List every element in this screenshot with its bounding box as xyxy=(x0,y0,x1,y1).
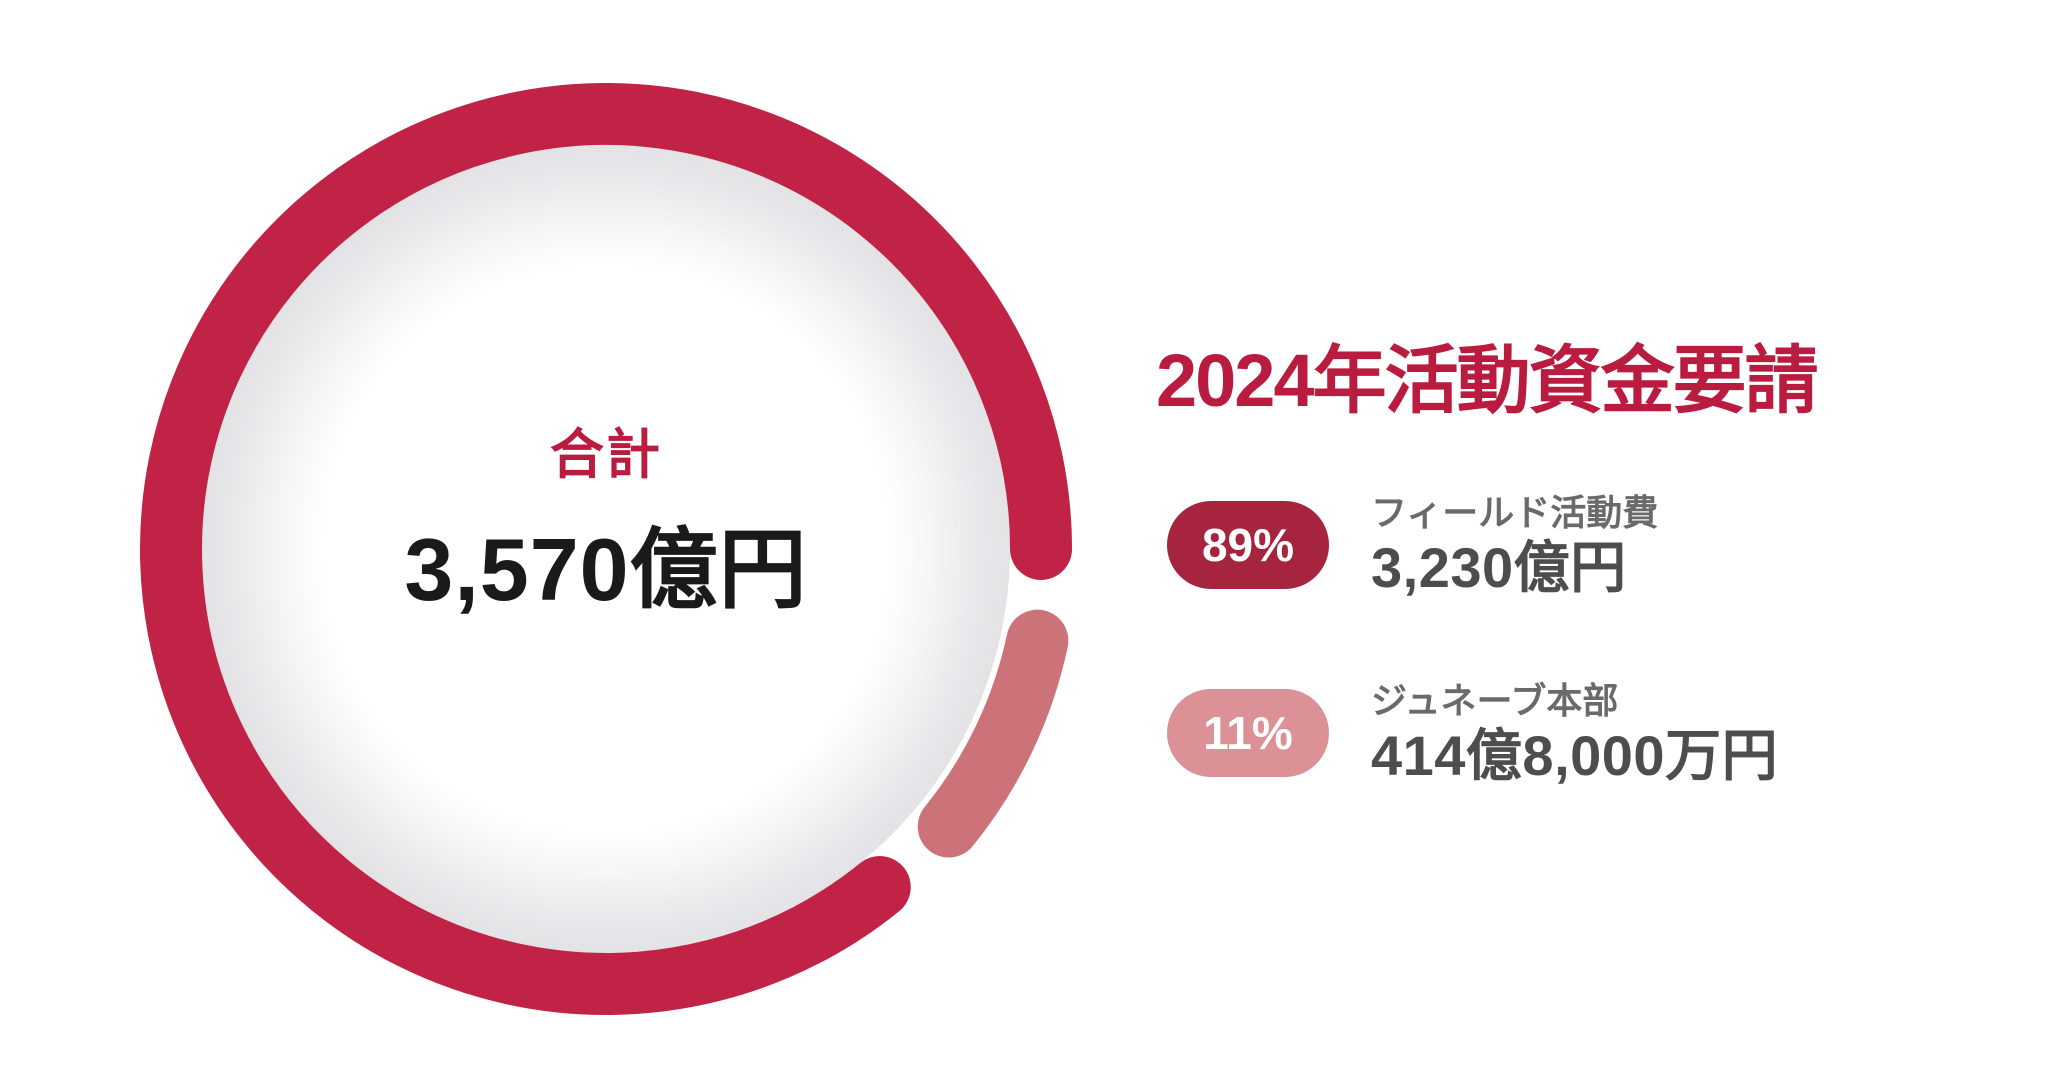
legend-text-field: フィールド活動費 3,230億円 xyxy=(1371,492,1658,598)
total-label: 合計 xyxy=(550,425,662,485)
legend-label-field: フィールド活動費 xyxy=(1371,492,1659,533)
donut-center-text: 合計 3,570億円 xyxy=(140,428,1072,614)
legend-row-geneva: 11% ジュネーブ本部 414億8,000万円 xyxy=(1167,680,1778,786)
percent-badge-geneva: 11% xyxy=(1167,689,1329,778)
donut-segment-geneva-11pct xyxy=(917,609,1069,858)
donut-track-ring xyxy=(202,145,1010,953)
donut-segment-field-89pct xyxy=(140,83,1072,1015)
donut-chart: 合計 3,570億円 xyxy=(140,83,1072,1015)
total-value: 3,570億円 xyxy=(404,520,808,619)
legend-text-geneva: ジュネーブ本部 414億8,000万円 xyxy=(1371,680,1778,786)
donut-ring-svg xyxy=(140,83,1072,1015)
legend-value-geneva: 414億8,000万円 xyxy=(1371,724,1779,788)
legend-row-field: 89% フィールド活動費 3,230億円 xyxy=(1167,492,1658,598)
legend-value-field: 3,230億円 xyxy=(1371,536,1627,600)
chart-title: 2024年活動資金要請 xyxy=(1156,339,1819,422)
percent-badge-field: 89% xyxy=(1167,501,1329,590)
legend-label-geneva: ジュネーブ本部 xyxy=(1371,680,1619,721)
